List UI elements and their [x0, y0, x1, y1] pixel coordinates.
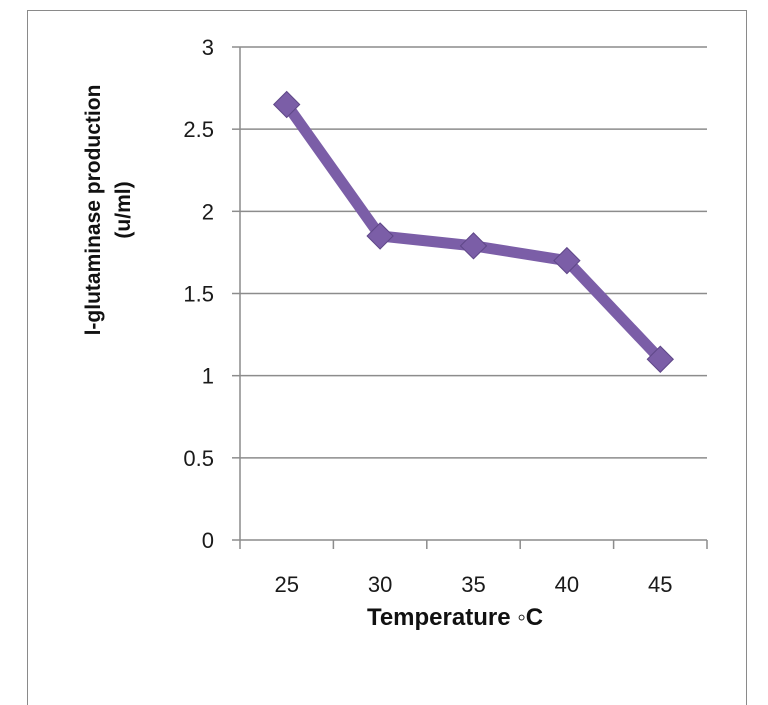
x-tick-label: 35 [461, 572, 485, 597]
chart-frame [27, 10, 747, 705]
y-tick-label: 2 [202, 199, 214, 224]
x-tick-labels: 25 30 35 40 45 [274, 572, 672, 597]
y-tick-label: 1 [202, 364, 214, 389]
data-point [366, 222, 394, 250]
y-tick-label: 3 [202, 35, 214, 60]
y-axis-label: l-glutaminase production (u/ml) [82, 85, 135, 336]
y-tick-label: 1.5 [183, 282, 214, 307]
x-axis-label: Temperature ◦C [367, 604, 543, 631]
data-point [553, 246, 581, 275]
x-tick-label: 30 [368, 572, 392, 597]
x-tick-label: 25 [274, 572, 298, 597]
data-points [272, 90, 675, 373]
data-point [459, 232, 488, 260]
y-tick-label: 2.5 [183, 117, 214, 142]
y-tick-label: 0 [202, 528, 214, 553]
gridlines [240, 46, 707, 459]
y-axis-label-line2: (u/ml) [112, 181, 135, 238]
data-point [272, 90, 301, 119]
series-polyline [281, 99, 666, 365]
x-tick-label: 45 [648, 572, 672, 597]
y-tick-labels: 0 0.5 1 1.5 2 2.5 3 [183, 35, 214, 553]
axes [232, 46, 708, 549]
series-line [281, 99, 666, 365]
data-point [646, 345, 675, 373]
y-tick-label: 0.5 [183, 446, 214, 471]
x-tick-label: 40 [555, 572, 579, 597]
y-axis-label-line1: l-glutaminase production [82, 85, 105, 336]
